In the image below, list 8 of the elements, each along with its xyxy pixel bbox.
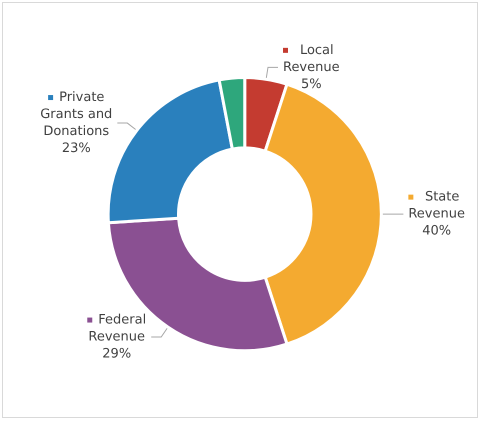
legend-label: Private Grants and Donations [40, 90, 112, 140]
data-label: 5% [300, 76, 322, 92]
data-label: 23% [62, 141, 91, 156]
data-label: 29% [102, 346, 132, 362]
legend-label: State Revenue [408, 190, 465, 222]
legend-label: Local Revenue [282, 42, 340, 75]
legend-label: Federal Revenue [88, 312, 146, 345]
data-label: 40% [422, 224, 452, 239]
